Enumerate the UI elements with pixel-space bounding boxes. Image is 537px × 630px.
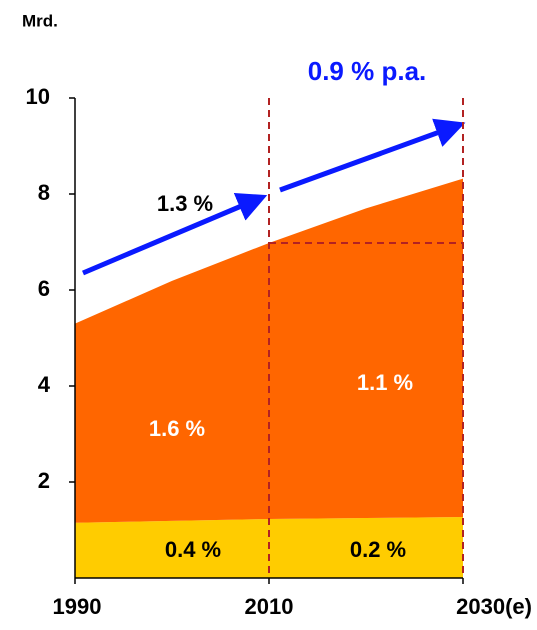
annotation: 1.6 % (149, 416, 205, 441)
growth-arrow (82, 192, 268, 276)
annotation: 0.2 % (350, 537, 406, 562)
y-tick-label: 8 (38, 180, 50, 205)
y-tick-label: 2 (38, 468, 50, 493)
annotation: 1.1 % (357, 370, 413, 395)
x-tick-label: 1990 (53, 594, 102, 619)
growth-arrow (279, 118, 466, 193)
annotation: 0.4 % (165, 537, 221, 562)
x-tick-label: 2010 (245, 594, 294, 619)
y-tick-label: 6 (38, 276, 50, 301)
unit-label: Mrd. (22, 11, 58, 30)
x-tick-label: 2030(e) (456, 594, 532, 619)
y-tick-label: 4 (38, 372, 51, 397)
annotations: Mrd. 0.9 % p.a. 1.3 % 1.6 % 1.1 % 0.4 % … (22, 11, 466, 562)
annotation: 1.3 % (157, 191, 213, 216)
annotation: 0.9 % p.a. (308, 56, 427, 86)
y-tick-label: 10 (26, 84, 50, 109)
